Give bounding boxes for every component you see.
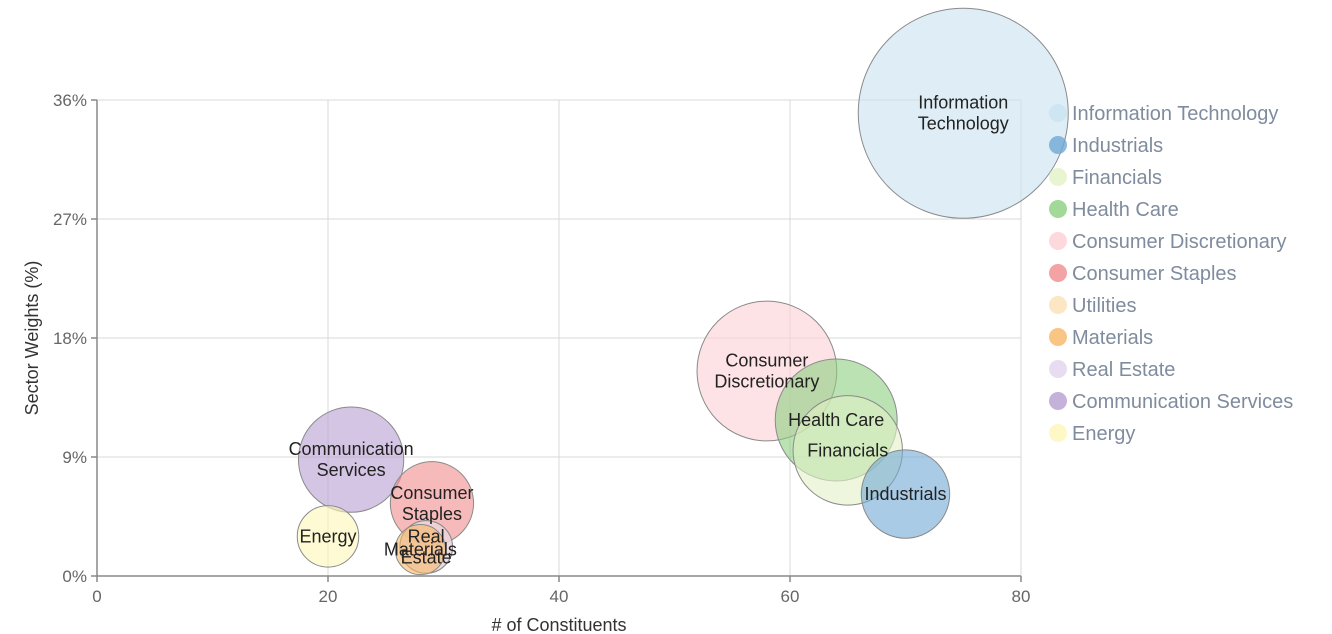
bubble-label-consumer-staples: Staples (402, 504, 462, 524)
legend-label-utilities[interactable]: Utilities (1072, 295, 1136, 317)
x-tick-label: 60 (781, 587, 800, 606)
legend-label-materials[interactable]: Materials (1072, 327, 1153, 349)
legend-marker-consumer-staples (1049, 264, 1067, 282)
bubble-label-energy: Energy (299, 526, 356, 546)
bubble-layer (296, 7, 1069, 576)
bubble-label-consumer-discretionary: Discretionary (714, 372, 819, 392)
legend-marker-consumer-discretionary (1049, 232, 1067, 250)
legend-marker-materials (1049, 328, 1067, 346)
legend-label-consumer-discretionary[interactable]: Consumer Discretionary (1072, 231, 1287, 253)
y-tick-label: 9% (62, 448, 87, 467)
bubble-label-consumer-staples: Consumer (390, 483, 473, 503)
legend-marker-real-estate (1049, 360, 1067, 378)
legend-label-industrials[interactable]: Industrials (1072, 135, 1163, 157)
bubble-label-information-technology: Technology (918, 114, 1009, 134)
bubble-energy[interactable] (296, 505, 360, 568)
bubble-industrials[interactable] (860, 449, 951, 539)
legend: Information Technology Industrials Financi… (1049, 103, 1293, 445)
legend-label-health-care[interactable]: Health Care (1072, 199, 1179, 221)
x-tick-label: 0 (92, 587, 101, 606)
legend-label-energy[interactable]: Energy (1072, 423, 1135, 445)
legend-label-information-technology[interactable]: Information Technology (1072, 103, 1278, 125)
bubble-label-real-estate: Estate (401, 547, 452, 567)
x-tick-label: 20 (319, 587, 338, 606)
legend-label-financials[interactable]: Financials (1072, 167, 1162, 189)
bubble-label-financials: Financials (807, 440, 888, 460)
bubble-label-health-care: Health Care (788, 410, 884, 430)
bubble-label-information-technology: Information (918, 93, 1008, 113)
bubble-label-materials: Materials (384, 540, 457, 560)
legend-marker-utilities (1049, 296, 1067, 314)
x-tick-label: 80 (1012, 587, 1031, 606)
axis-layer: 0 20 40 60 80 0% 9% 18% 27% 36% (53, 91, 1030, 606)
legend-label-consumer-staples[interactable]: Consumer Staples (1072, 263, 1237, 285)
y-tick-label: 27% (53, 210, 87, 229)
legend-marker-information-technology (1049, 104, 1067, 122)
y-tick-label: 0% (62, 567, 87, 586)
bubble-materials[interactable] (394, 523, 446, 576)
bubble-label-consumer-discretionary: Consumer (725, 351, 808, 371)
y-axis-title: Sector Weights (%) (22, 261, 42, 416)
bubble-label-real-estate: Real (408, 526, 445, 546)
x-axis-title: # of Constituents (491, 615, 626, 634)
x-tick-label: 40 (550, 587, 569, 606)
bubble-label-communication-services: Communication (289, 439, 414, 459)
bubble-information-technology[interactable] (857, 7, 1069, 219)
legend-marker-health-care (1049, 200, 1067, 218)
y-tick-label: 18% (53, 329, 87, 348)
bubble-label-communication-services: Services (317, 460, 386, 480)
legend-marker-communication-services (1049, 392, 1067, 410)
legend-label-communication-services[interactable]: Communication Services (1072, 391, 1293, 413)
legend-marker-financials (1049, 168, 1067, 186)
legend-marker-industrials (1049, 136, 1067, 154)
legend-marker-energy (1049, 424, 1067, 442)
bubble-communication-services[interactable] (297, 406, 405, 513)
bubble-label-industrials: Industrials (864, 484, 946, 504)
y-tick-label: 36% (53, 91, 87, 110)
legend-label-real-estate[interactable]: Real Estate (1072, 359, 1175, 381)
